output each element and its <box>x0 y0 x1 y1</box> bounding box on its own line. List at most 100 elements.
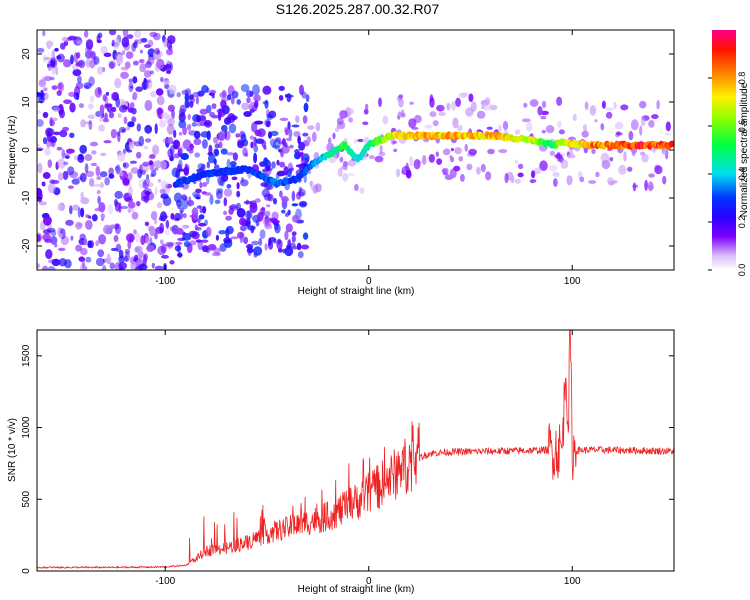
spectrogram-noise-cell <box>193 130 201 140</box>
spectrogram-noise-cell <box>173 192 183 203</box>
spectrogram-noise-cell <box>182 233 192 241</box>
spectrogram-noise-cell <box>292 214 299 223</box>
spectrogram-x-tick-label: -100 <box>155 276 175 287</box>
spectrogram-noise-cell <box>119 172 124 177</box>
spectrogram-noise-cell <box>70 54 74 65</box>
spectrogram-noise-cell <box>65 219 74 226</box>
spectrogram-noise-cell <box>218 131 226 142</box>
spectrogram-noise-cell <box>243 236 249 245</box>
spectrogram-noise-cell <box>87 240 92 248</box>
spectrogram-noise-cell <box>50 236 58 245</box>
spectrogram-noise-cell <box>613 101 617 110</box>
spectrogram-noise-cell <box>549 150 556 156</box>
spectrogram-noise-cell <box>208 154 216 164</box>
spectrogram-noise-cell <box>46 128 55 137</box>
spectrogram-noise-cell <box>143 188 152 196</box>
spectrogram-noise-cell <box>183 166 190 176</box>
spectrogram-noise-cell <box>408 118 417 129</box>
colorbar-label: Normalized spectral amplitude <box>739 82 750 217</box>
spectrogram-noise-cell <box>240 133 247 143</box>
spectrogram-noise-cell <box>523 102 528 108</box>
spectrogram-noise-cell <box>72 69 82 77</box>
spectrogram-noise-cell <box>246 97 251 104</box>
spectrogram-noise-cell <box>398 111 402 117</box>
spectrogram-noise-cell <box>87 103 94 110</box>
spectrogram-noise-cell <box>173 129 177 138</box>
spectrogram-noise-cell <box>464 143 468 152</box>
spectrogram-y-ticks: -20 -10 0 10 20 <box>21 48 674 253</box>
spectrogram-noise-cell <box>218 230 227 235</box>
spectrogram-noise-cell <box>122 30 129 38</box>
spectrogram-noise-cell <box>112 38 120 49</box>
spectrogram-noise-cell <box>51 106 61 112</box>
spectrogram-noise-cell <box>70 235 74 241</box>
spectrogram-noise-cell <box>452 117 459 129</box>
colorbar: 0.0 0.2 0.4 0.6 0.8 Normalized spectral ampl… <box>708 30 750 276</box>
spectrogram-noise-cell <box>284 230 289 241</box>
spectrogram-noise-cell <box>41 181 46 187</box>
spectrogram-noise-cell <box>56 55 62 60</box>
spectrogram-noise-cell <box>530 170 536 179</box>
spectrogram-noise-cell <box>209 194 214 205</box>
spectrogram-noise-cell <box>60 42 66 50</box>
spectrogram-noise-cell <box>203 119 213 128</box>
spectrogram-noise-cell <box>204 219 208 227</box>
spectrogram-noise-cell <box>296 191 302 200</box>
spectrogram-noise-cell <box>259 229 266 240</box>
spectrogram-noise-cell <box>95 240 99 247</box>
colorbar-gradient <box>712 30 736 270</box>
spectrogram-noise-cell <box>409 156 414 167</box>
spectrogram-noise-cell <box>59 129 68 138</box>
spectrogram-noise-cell <box>149 70 154 75</box>
spectrogram-noise-cell <box>38 201 48 206</box>
spectrogram-noise-cell <box>245 217 251 228</box>
spectrogram-noise-cell <box>229 115 238 121</box>
spectrogram-noise-cell <box>287 239 291 245</box>
spectrogram-noise-cell <box>276 159 280 166</box>
spectrogram-noise-cell <box>47 182 56 194</box>
spectrogram-noise-cell <box>436 158 442 166</box>
spectrogram-noise-cell <box>261 140 267 148</box>
spectrogram-noise-cell <box>482 100 492 111</box>
spectrogram-noise-cell <box>153 160 163 169</box>
spectrogram-noise-cell <box>422 154 427 166</box>
snr-x-axis-label: Height of straight line (km) <box>298 584 415 595</box>
spectrogram-noise-cell <box>84 163 89 174</box>
spectrogram-noise-cell <box>66 148 75 154</box>
spectrogram-noise-cell <box>87 114 96 120</box>
spectrogram-noise-cell <box>315 122 321 132</box>
spectrogram-noise-cell <box>148 160 154 166</box>
spectrogram-noise-cell <box>154 232 158 240</box>
spectrogram-noise-cell <box>609 157 614 162</box>
spectrogram-noise-cell <box>133 30 142 38</box>
spectrogram-noise-cell <box>264 243 268 251</box>
spectrogram-noise-cell <box>307 125 315 130</box>
spectrogram-noise-cell <box>41 76 45 85</box>
spectrogram-noise-cell <box>442 172 449 176</box>
spectrogram-noise-cell <box>545 125 555 134</box>
spectrogram-noise-cell <box>72 204 80 211</box>
spectrogram-noise-cell <box>122 177 130 186</box>
spectrogram-noise-cell <box>165 63 172 69</box>
spectrogram-noise-cell <box>631 147 636 157</box>
spectrogram-noise-cell <box>640 117 646 127</box>
spectrogram-noise-cell <box>131 211 139 220</box>
spectrogram-noise-cell <box>379 144 383 154</box>
spectrogram-noise-cell <box>184 100 188 107</box>
spectrogram-noise-cell <box>305 94 310 103</box>
spectrogram-noise-cell <box>274 223 281 234</box>
spectrogram-noise-cell <box>301 91 307 99</box>
spectrogram-ridge-cell <box>670 140 674 147</box>
spectrogram-noise-cell <box>131 116 137 123</box>
spectrogram-noise-cell <box>103 52 112 57</box>
spectrogram-noise-cell <box>44 238 52 243</box>
spectrogram-noise-cell <box>97 249 105 258</box>
spectrogram-y-axis-label: Frequency (Hz) <box>7 116 18 185</box>
spectrogram-noise-cell <box>347 173 355 177</box>
spectrogram-noise-cell <box>57 203 64 212</box>
spectrogram-noise-cell <box>262 85 272 95</box>
spectrogram-noise-cell <box>37 263 40 269</box>
spectrogram-noise-cell <box>151 262 155 269</box>
spectrogram-noise-cell <box>122 105 127 110</box>
spectrogram-noise-cell <box>63 161 69 166</box>
